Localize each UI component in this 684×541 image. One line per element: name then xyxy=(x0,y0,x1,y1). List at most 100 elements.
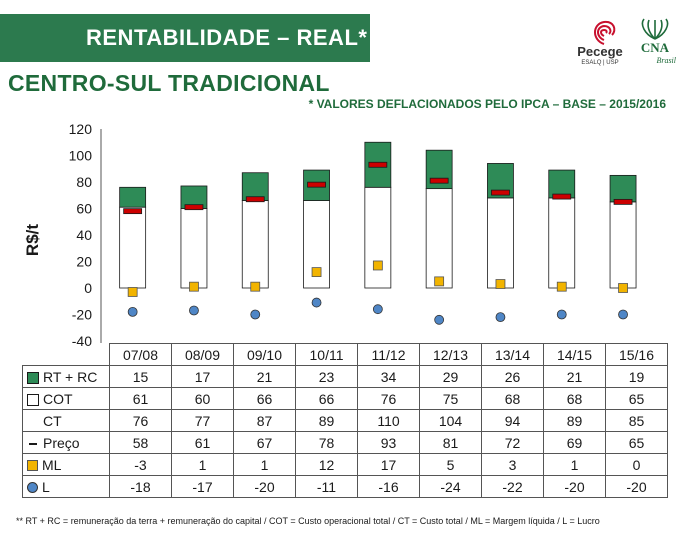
table-cell: 68 xyxy=(543,387,606,410)
ml-point xyxy=(127,287,138,297)
data-table: 07/08 08/09 09/10 10/11 11/12 12/13 13/14 14/15… xyxy=(22,343,668,498)
price-marker xyxy=(368,161,388,168)
l-point xyxy=(189,305,199,316)
table-cell: 87 xyxy=(233,409,296,432)
table-cell: 23 xyxy=(295,365,358,388)
legend-label: COT xyxy=(43,390,73,407)
cna-leaf-icon xyxy=(641,18,669,40)
price-marker xyxy=(245,196,265,203)
table-header-cell: 07/08 xyxy=(109,343,172,366)
table-cell: -24 xyxy=(419,475,482,498)
header-title: RENTABILIDADE – REAL* xyxy=(86,25,368,50)
l-point xyxy=(618,309,628,320)
l-point xyxy=(434,314,445,325)
table-cell: 66 xyxy=(295,387,358,410)
ml-point xyxy=(434,276,445,287)
table-cell: 65 xyxy=(605,431,668,454)
bar-cot xyxy=(241,200,269,289)
table-cell: -18 xyxy=(109,475,172,498)
table-cell: 75 xyxy=(419,387,482,410)
table-cell: 12 xyxy=(295,453,358,476)
legend-row-label: RT + RC xyxy=(22,365,110,388)
table-cell: 85 xyxy=(605,409,668,432)
table-cell: -17 xyxy=(171,475,234,498)
table-cell: 94 xyxy=(481,409,544,432)
price-marker xyxy=(184,204,204,211)
table-cell: 1 xyxy=(171,453,234,476)
price-marker xyxy=(491,189,510,196)
table-cell: 1 xyxy=(233,453,296,476)
legend-swatch xyxy=(27,482,38,494)
bar-cot xyxy=(364,186,392,289)
table-cell: 78 xyxy=(295,431,358,454)
y-tick-label: -20 xyxy=(72,307,92,323)
table-cell: 89 xyxy=(543,409,606,432)
bar-rt-rc xyxy=(119,186,147,208)
cna-logo-name: CNA xyxy=(640,40,670,55)
pecege-logo-sub: ESALQ | USP xyxy=(581,60,619,66)
table-cell: 81 xyxy=(419,431,482,454)
legend-row-label: COT xyxy=(22,387,110,410)
table-cell: -11 xyxy=(295,475,358,498)
table-cell: 17 xyxy=(171,365,234,388)
chart-area: -40 -20 0 20 40 60 80 100 120 R$/t xyxy=(23,121,637,346)
l-point xyxy=(556,309,567,320)
legend-row-label: CT xyxy=(22,409,110,432)
y-tick-label: 100 xyxy=(69,148,93,164)
table-header-cell: 13/14 xyxy=(481,343,544,366)
table-cell: -20 xyxy=(605,475,668,498)
table-header-cell: 08/09 xyxy=(171,343,234,366)
y-tick-label: 20 xyxy=(76,254,92,270)
legend-label: L xyxy=(42,478,50,495)
table-cell: 17 xyxy=(357,453,420,476)
cna-logo-sub: Brasil xyxy=(656,56,676,65)
table-cell: -16 xyxy=(357,475,420,498)
cna-logo: CNA Brasil xyxy=(634,18,676,65)
table-header-cell: 10/11 xyxy=(295,343,358,366)
table-cell: -22 xyxy=(481,475,544,498)
legend-swatch xyxy=(27,460,38,472)
table-cell: 77 xyxy=(171,409,234,432)
chart-subtitle: CENTRO-SUL TRADICIONAL xyxy=(8,70,330,96)
l-point xyxy=(250,309,261,320)
l-point xyxy=(495,312,506,323)
footnote: ** RT + RC = remuneração da terra + remu… xyxy=(16,516,600,526)
table-cell: 104 xyxy=(419,409,482,432)
table-row: RT + RC 15 17 21 23 34 29 26 21 19 xyxy=(22,365,668,388)
ml-point xyxy=(556,281,567,292)
table-corner xyxy=(23,344,110,366)
table-cell: 76 xyxy=(357,387,420,410)
price-marker xyxy=(429,177,449,184)
deflation-note: * VALORES DEFLACIONADOS PELO IPCA – BASE… xyxy=(308,97,666,111)
table-cell: 5 xyxy=(419,453,482,476)
y-tick-label: 40 xyxy=(76,227,92,243)
legend-label: CT xyxy=(43,412,62,429)
pecege-logo-name: Pecege xyxy=(577,44,623,59)
header-bar: RENTABILIDADE – REAL* xyxy=(0,14,370,62)
price-marker xyxy=(552,193,572,200)
table-cell: 66 xyxy=(233,387,296,410)
table-cell: 65 xyxy=(605,387,668,410)
price-marker xyxy=(123,208,143,215)
legend-swatch xyxy=(27,417,39,427)
table-cell: 29 xyxy=(419,365,482,388)
y-tick-label: 120 xyxy=(69,121,93,137)
bar-cot xyxy=(425,188,453,289)
table-header-cell: 15/16 xyxy=(605,343,668,366)
table-header-cell: 14/15 xyxy=(543,343,606,366)
legend-label: Preço xyxy=(43,434,80,451)
table-cell: 26 xyxy=(481,365,544,388)
table-cell: 110 xyxy=(357,409,420,432)
table-cell: -20 xyxy=(543,475,606,498)
bar-cot xyxy=(119,206,147,289)
table-cell: 89 xyxy=(295,409,358,432)
table-header-cell: 11/12 xyxy=(357,343,420,366)
y-axis-title: R$/t xyxy=(23,224,42,256)
table-header-cell: 09/10 xyxy=(233,343,296,366)
table-cell: 69 xyxy=(543,431,606,454)
y-tick-label: -40 xyxy=(72,333,92,346)
bar-cot xyxy=(487,197,514,289)
legend-row-label: L xyxy=(22,475,110,498)
bar-cot xyxy=(609,201,637,289)
legend-label: RT + RC xyxy=(43,368,98,385)
